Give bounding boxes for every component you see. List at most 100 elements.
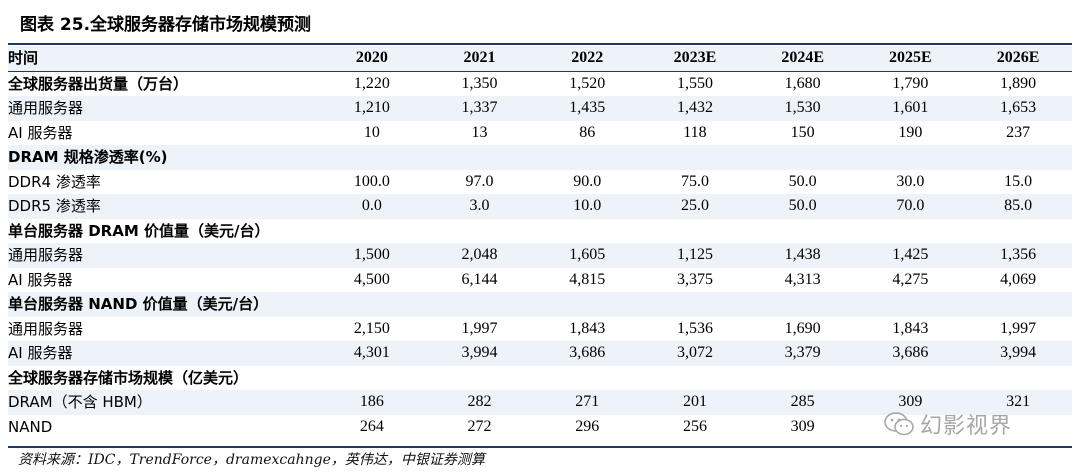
value-cell: 1,210 xyxy=(318,96,426,121)
value-cell xyxy=(748,218,857,243)
section-row: DRAM 规格渗透率(%) xyxy=(8,145,1072,170)
value-cell: 4,313 xyxy=(748,267,857,292)
value-cell: 309 xyxy=(856,390,965,415)
value-cell: 6,144 xyxy=(425,267,534,292)
value-cell: 1,550 xyxy=(641,71,749,96)
value-cell: 15.0 xyxy=(964,169,1072,194)
value-cell: 1,790 xyxy=(856,71,965,96)
value-cell: 10.0 xyxy=(533,194,642,219)
value-cell: 3,994 xyxy=(425,341,534,366)
value-cell: 50.0 xyxy=(748,169,857,194)
value-cell: 3,375 xyxy=(641,267,749,292)
header-year: 2025E xyxy=(856,46,965,71)
value-cell: 1,530 xyxy=(748,96,857,121)
wechat-icon xyxy=(884,412,914,436)
value-cell xyxy=(533,365,642,390)
value-cell xyxy=(318,292,426,317)
value-cell xyxy=(856,292,965,317)
row-label: 通用服务器 xyxy=(8,243,318,268)
value-cell: 3,686 xyxy=(533,341,642,366)
value-cell xyxy=(425,145,534,170)
row-label: DDR4 渗透率 xyxy=(8,169,318,194)
value-cell: 118 xyxy=(641,120,749,145)
value-cell xyxy=(748,292,857,317)
value-cell: 190 xyxy=(856,120,965,145)
value-cell: 1,997 xyxy=(964,316,1072,341)
header-year: 2020 xyxy=(318,46,426,71)
table-row: DDR4 渗透率 100.0 97.0 90.0 75.0 50.0 30.0 15.0 xyxy=(8,169,1072,194)
value-cell xyxy=(425,218,534,243)
value-cell xyxy=(641,218,749,243)
section-label: 单台服务器 NAND 价值量（美元/台） xyxy=(8,292,318,317)
value-cell xyxy=(318,145,426,170)
row-label: 通用服务器 xyxy=(8,316,318,341)
value-cell: 2,048 xyxy=(425,243,534,268)
value-cell: 3,072 xyxy=(641,341,749,366)
section-label: 全球服务器存储市场规模（亿美元） xyxy=(8,365,318,390)
value-cell xyxy=(533,292,642,317)
row-label: DDR5 渗透率 xyxy=(8,194,318,219)
value-cell: 1,435 xyxy=(533,96,642,121)
value-cell xyxy=(641,365,749,390)
value-cell: 282 xyxy=(425,390,534,415)
value-cell: 85.0 xyxy=(964,194,1072,219)
value-cell: 3.0 xyxy=(425,194,534,219)
value-cell xyxy=(425,365,534,390)
section-label: 全球服务器出货量（万台） xyxy=(8,71,318,96)
section-label: 单台服务器 DRAM 价值量（美元/台） xyxy=(8,218,318,243)
value-cell: 4,069 xyxy=(964,267,1072,292)
section-label: DRAM 规格渗透率(%) xyxy=(8,145,318,170)
value-cell: 25.0 xyxy=(641,194,749,219)
row-label: NAND xyxy=(8,414,318,439)
watermark: 幻影视界 xyxy=(884,408,1012,440)
value-cell: 1,653 xyxy=(964,96,1072,121)
value-cell: 3,994 xyxy=(964,341,1072,366)
value-cell xyxy=(641,145,749,170)
forecast-table: 时间 2020 2021 2022 2023E 2024E 2025E 2026… xyxy=(8,46,1072,439)
row-label: AI 服务器 xyxy=(8,341,318,366)
table-row: AI 服务器 10 13 86 118 150 190 237 xyxy=(8,120,1072,145)
watermark-text: 幻影视界 xyxy=(920,414,1013,439)
value-cell: 4,815 xyxy=(533,267,642,292)
section-row: 单台服务器 NAND 价值量（美元/台） xyxy=(8,292,1072,317)
value-cell: 70.0 xyxy=(856,194,965,219)
value-cell: 1,125 xyxy=(641,243,749,268)
table-row: 通用服务器 2,150 1,997 1,843 1,536 1,690 1,843 1,997 xyxy=(8,316,1072,341)
value-cell: 90.0 xyxy=(533,169,642,194)
value-cell: 1,605 xyxy=(533,243,642,268)
value-cell xyxy=(748,365,857,390)
value-cell: 1,356 xyxy=(964,243,1072,268)
value-cell xyxy=(641,292,749,317)
value-cell: 1,890 xyxy=(964,71,1072,96)
table-row: 通用服务器 1,500 2,048 1,605 1,125 1,438 1,425 1,356 xyxy=(8,243,1072,268)
value-cell xyxy=(533,218,642,243)
value-cell: 1,425 xyxy=(856,243,965,268)
value-cell: 10 xyxy=(318,120,426,145)
value-cell: 4,500 xyxy=(318,267,426,292)
value-cell: 285 xyxy=(748,390,857,415)
value-cell: 1,843 xyxy=(856,316,965,341)
value-cell: 186 xyxy=(318,390,426,415)
section-row: 全球服务器存储市场规模（亿美元） xyxy=(8,365,1072,390)
table-body: 全球服务器出货量（万台） 1,220 1,350 1,520 1,550 1,680 1,7… xyxy=(8,71,1072,439)
value-cell: 1,520 xyxy=(533,71,642,96)
value-cell: 1,350 xyxy=(425,71,534,96)
value-cell: 1,536 xyxy=(641,316,749,341)
value-cell: 1,680 xyxy=(748,71,857,96)
value-cell: 1,690 xyxy=(748,316,857,341)
value-cell: 30.0 xyxy=(856,169,965,194)
value-cell xyxy=(856,365,965,390)
value-cell xyxy=(964,218,1072,243)
value-cell: 201 xyxy=(641,390,749,415)
value-cell: 296 xyxy=(533,414,642,439)
value-cell xyxy=(748,145,857,170)
value-cell xyxy=(318,218,426,243)
table-row: AI 服务器 4,500 6,144 4,815 3,375 4,313 4,275 4,06… xyxy=(8,267,1072,292)
value-cell: 86 xyxy=(533,120,642,145)
value-cell xyxy=(856,218,965,243)
value-cell xyxy=(318,365,426,390)
value-cell: 2,150 xyxy=(318,316,426,341)
value-cell: 1,997 xyxy=(425,316,534,341)
value-cell xyxy=(425,292,534,317)
value-cell: 3,686 xyxy=(856,341,965,366)
